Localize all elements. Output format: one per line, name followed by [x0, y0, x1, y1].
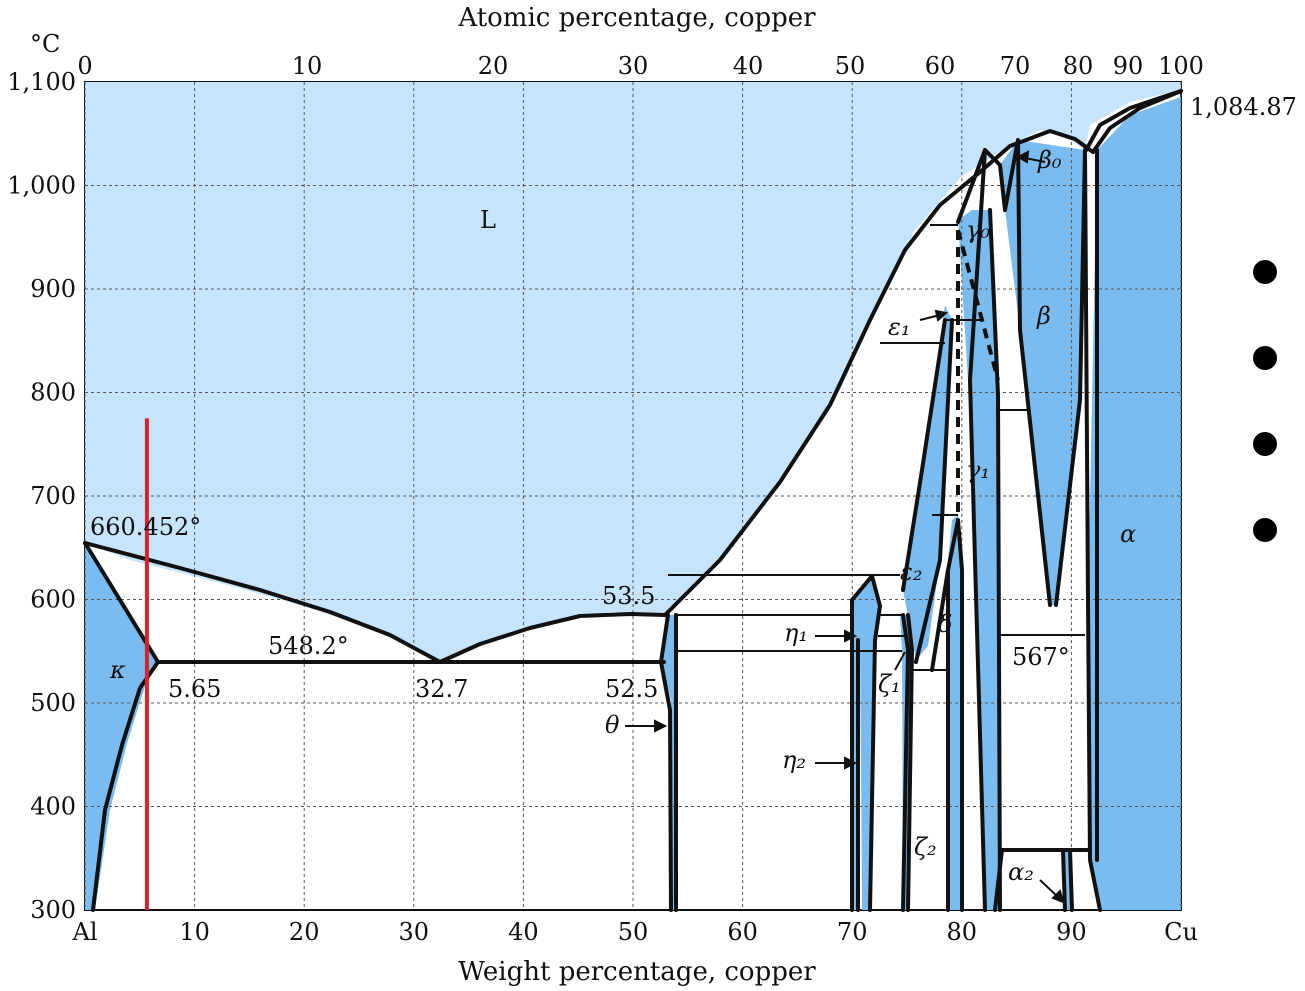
phase-labels: L κ θ η₁ η₂ ε₁ ε₂ ζ₁ ζ₂ δ γ₀ γ₁ β₀ β α α… [109, 146, 1136, 886]
annotation-53-5: 53.5 [602, 582, 655, 610]
y-tick-label: 400 [30, 793, 76, 821]
y-tick-label: 600 [30, 586, 76, 614]
phase-label-delta: δ [938, 610, 952, 638]
gamma0-dashed [956, 229, 1000, 520]
theta-left [659, 613, 673, 912]
zeta-bounds [901, 613, 914, 912]
annotation-1084: 1,084.87 ° [1190, 93, 1305, 121]
bullet-dot [1253, 432, 1277, 456]
x-tick-label-top: 40 [733, 52, 764, 80]
y-tick-label: 300 [30, 896, 76, 924]
liquidus-right [438, 612, 667, 664]
bullet-list [1253, 260, 1277, 542]
phase-label-alpha2: α₂ [1008, 858, 1034, 886]
phase-boundaries [83, 89, 1183, 912]
x-tick-label-top: 100 [1158, 52, 1204, 80]
alpha-bounds [1083, 148, 1102, 912]
y-tick-label: 900 [30, 275, 76, 303]
y-tick-label: 800 [30, 379, 76, 407]
x-tick-label-bottom: Cu [1164, 918, 1198, 946]
arrows [625, 150, 1065, 904]
bullet-dot [1253, 260, 1277, 284]
x-tick-label-bottom: 30 [399, 918, 430, 946]
phase-label-theta: θ [605, 711, 620, 739]
x-tick-label-bottom: Al [71, 918, 97, 946]
annotations: 660.452° 548.2° 5.65 32.7 53.5 52.5 567°… [90, 93, 1305, 703]
x-tick-label-bottom: 90 [1056, 918, 1087, 946]
y-axis-ticks: 300 400 500 600 700 800 900 1,000 1,100 [7, 68, 76, 924]
alpha-region [1088, 97, 1181, 910]
phase-label-gamma0: γ₀ [966, 216, 990, 244]
phase-label-kappa: κ [109, 656, 126, 684]
annotation-567: 567° [1012, 643, 1070, 671]
gamma-bounds [956, 148, 1007, 912]
x-tick-label-top: 50 [835, 52, 866, 80]
phase-label-zeta2: ζ₂ [914, 833, 937, 861]
x-tick-label-top: 10 [292, 52, 323, 80]
bullet-dot [1253, 518, 1277, 542]
beta-bounds [1003, 138, 1087, 607]
y-tick-label: 700 [30, 482, 76, 510]
x-tick-label-top: 90 [1113, 52, 1144, 80]
annotation-32-7: 32.7 [415, 675, 468, 703]
alpha2-bounds [993, 848, 1090, 912]
y-tick-label: 500 [30, 689, 76, 717]
phase-label-zeta1: ζ₁ [878, 670, 901, 698]
beta-region [1000, 140, 1085, 605]
annotation-5-65: 5.65 [168, 675, 221, 703]
phase-label-alpha: α [1120, 520, 1136, 548]
x-axis-bottom-ticks: Al 10 20 30 40 50 60 70 80 90 Cu [71, 918, 1197, 946]
x-tick-label-top: 0 [77, 52, 92, 80]
y-tick-label: 1,100 [7, 68, 76, 96]
annotation-660: 660.452° [90, 513, 201, 541]
annotation-548: 548.2° [268, 632, 349, 660]
x-tick-label-bottom: 40 [508, 918, 539, 946]
y-axis-unit: °C [30, 30, 60, 58]
phase-label-L: L [480, 206, 496, 234]
top-axis-title: Atomic percentage, copper [457, 3, 816, 33]
x-axis-title: Weight percentage, copper [458, 957, 816, 987]
liquidus-main [663, 129, 1095, 617]
epsilon2-region [903, 305, 952, 660]
x-tick-label-bottom: 60 [727, 918, 758, 946]
x-tick-label-bottom: 50 [618, 918, 649, 946]
x-tick-label-top: 60 [925, 52, 956, 80]
phase-label-beta0: β₀ [1037, 146, 1062, 174]
liquidus-left [83, 541, 442, 664]
x-tick-label-bottom: 80 [947, 918, 978, 946]
x-tick-label-top: 80 [1063, 52, 1094, 80]
phase-label-eta2: η₂ [782, 746, 806, 774]
phase-label-gamma1: γ₁ [966, 456, 990, 484]
phase-label-eta1: η₁ [784, 619, 808, 647]
annotation-52-5: 52.5 [605, 675, 658, 703]
phase-label-epsilon1: ε₁ [888, 313, 911, 341]
x-tick-label-bottom: 70 [837, 918, 868, 946]
bullet-dot [1253, 346, 1277, 370]
tie-lines [668, 224, 1085, 671]
epsilon2-bounds [901, 318, 954, 664]
solidus-cu [1083, 89, 1183, 154]
gamma1-region [948, 515, 962, 910]
x-tick-label-top: 30 [618, 52, 649, 80]
y-tick-label: 1,000 [7, 172, 76, 200]
x-tick-label-bottom: 20 [289, 918, 320, 946]
phase-label-epsilon2: ε₂ [900, 558, 923, 586]
phase-label-beta: β [1036, 302, 1051, 330]
x-tick-label-top: 70 [1000, 52, 1031, 80]
x-tick-label-bottom: 10 [179, 918, 210, 946]
x-tick-label-top: 20 [478, 52, 509, 80]
x-axis-top-ticks: 0 10 20 30 40 50 60 70 80 90 100 [77, 52, 1204, 80]
